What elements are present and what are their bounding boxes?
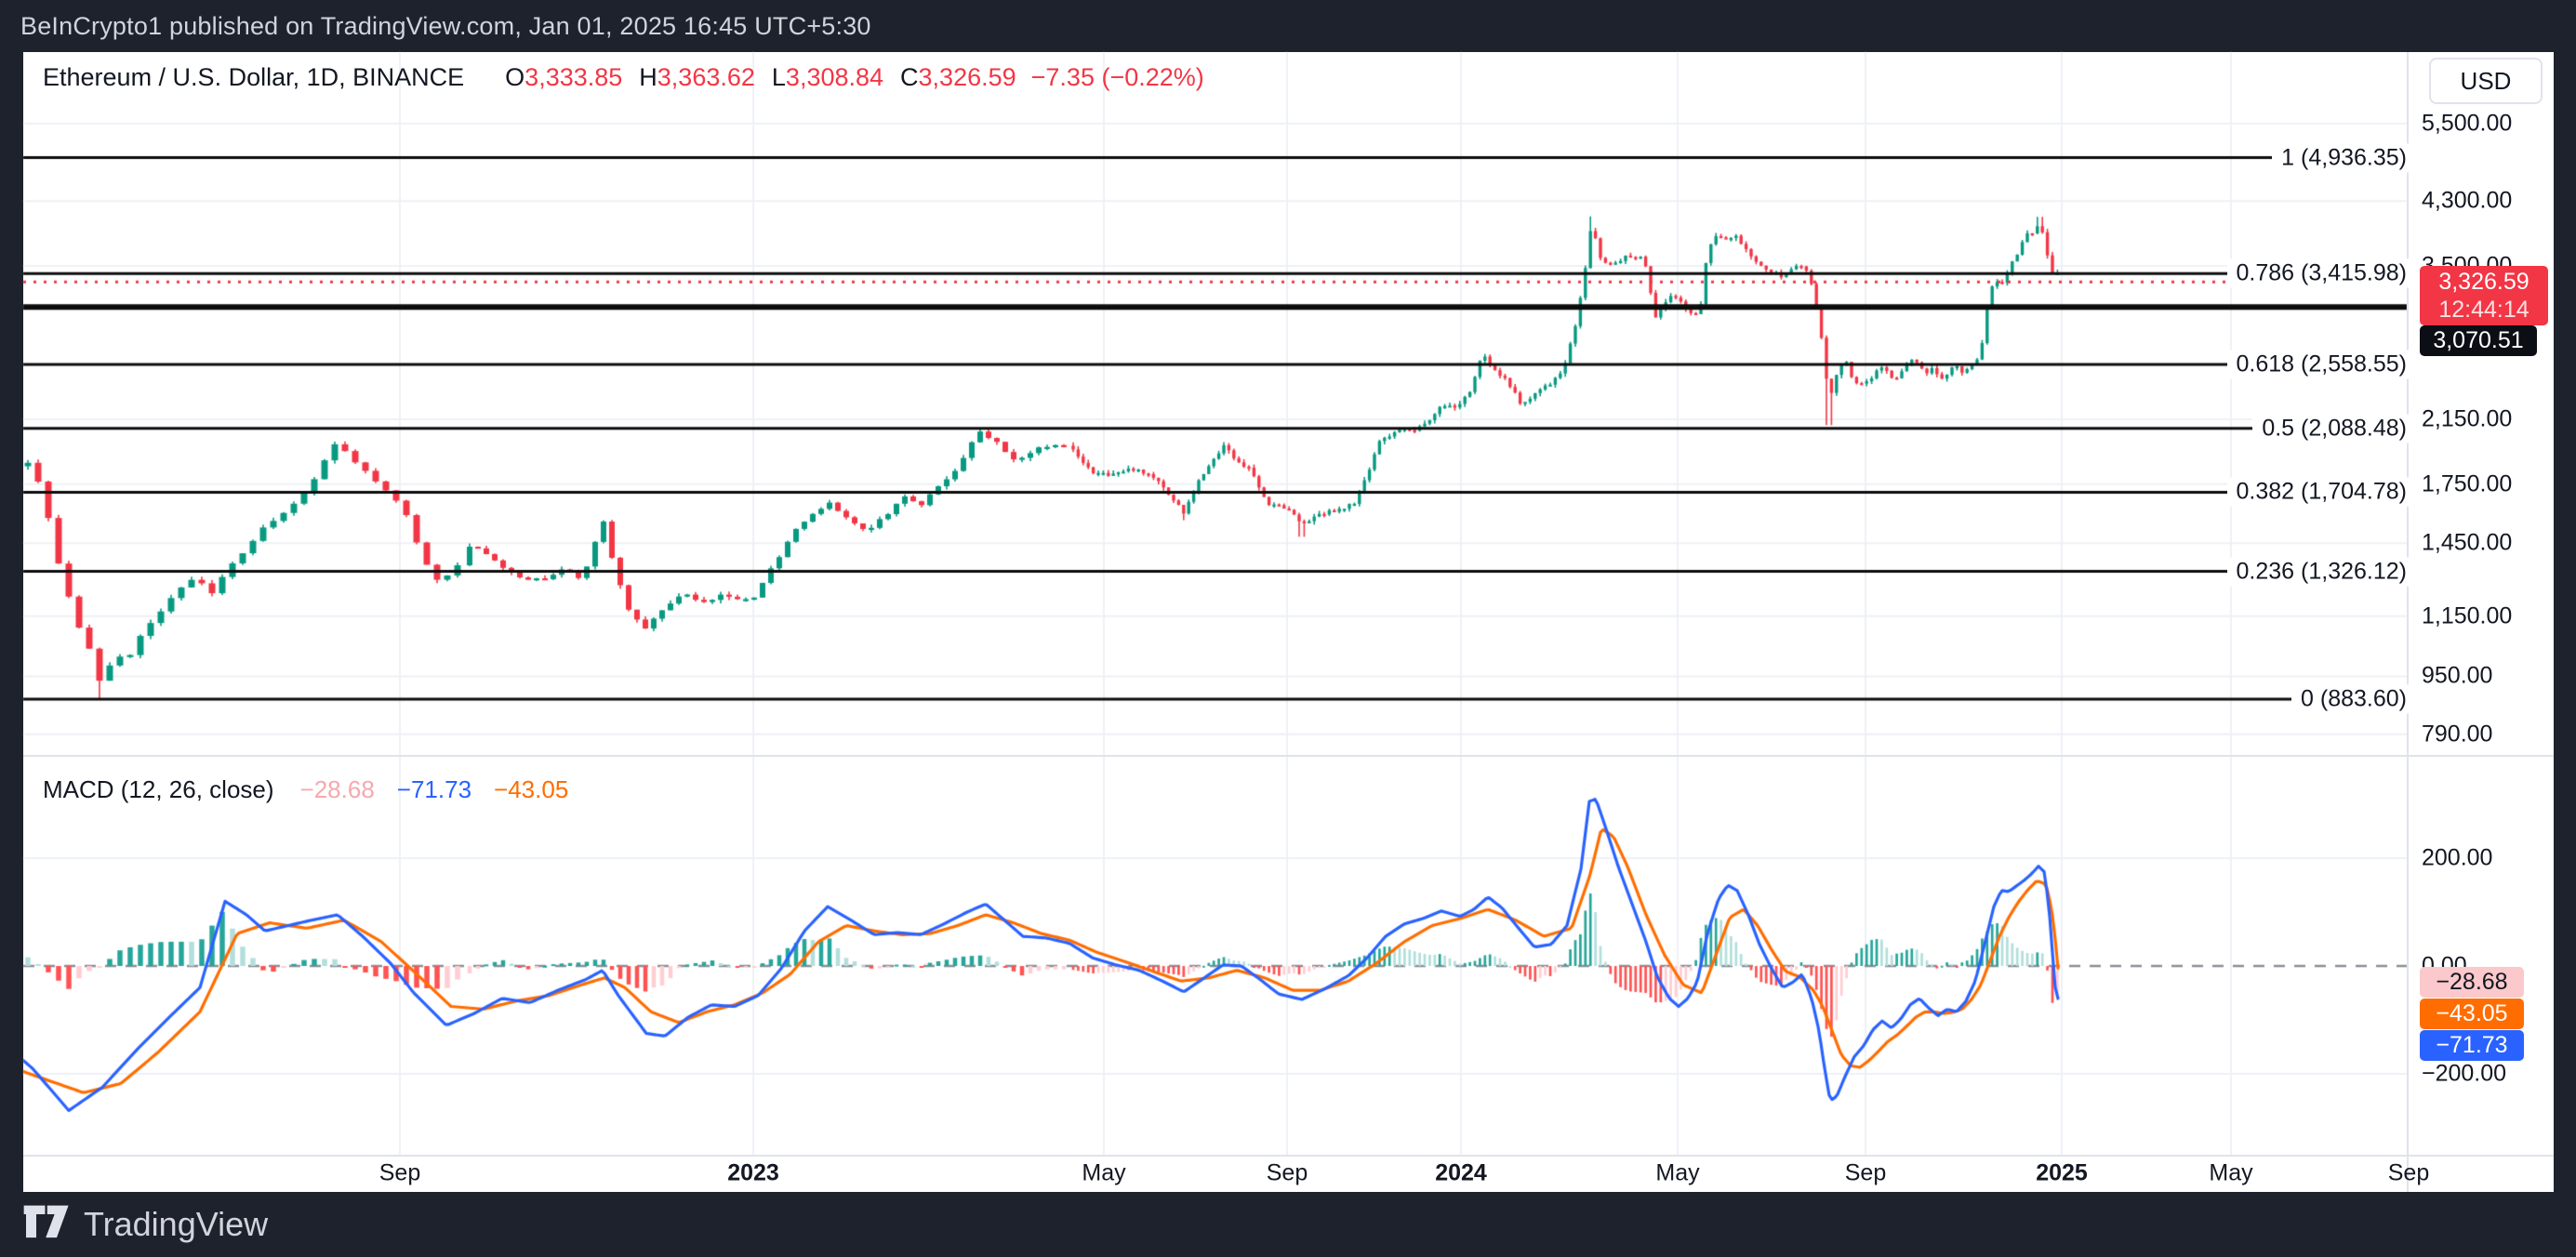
price-axis-tick-label: 950.00 bbox=[2422, 662, 2493, 689]
macd-signal-badge: −43.05 bbox=[2420, 998, 2524, 1029]
symbol-header: Ethereum / U.S. Dollar, 1D, BINANCE O 3,3… bbox=[43, 63, 1204, 92]
ohlc-value: 3,326.59 bbox=[918, 63, 1016, 91]
macd-hist-badge: −28.68 bbox=[2420, 966, 2524, 998]
time-axis-tick-label: 2023 bbox=[727, 1159, 779, 1186]
last-price-value: 3,326.59 bbox=[2438, 269, 2530, 296]
price-axis-tick-label: 1,450.00 bbox=[2422, 529, 2513, 556]
macd-title[interactable]: MACD (12, 26, close) bbox=[43, 775, 274, 803]
tradingview-logo[interactable]: TradingView bbox=[22, 1204, 268, 1245]
fib-level-label: 0.236 (1,326.12) bbox=[2226, 557, 2414, 586]
price-axis-divider bbox=[2407, 52, 2409, 1192]
symbol-title[interactable]: Ethereum / U.S. Dollar, 1D, BINANCE bbox=[43, 63, 465, 91]
time-axis-tick-label: Sep bbox=[1844, 1159, 1887, 1186]
fib-level-label: 0 (883.60) bbox=[2291, 684, 2414, 714]
tradingview-logo-icon bbox=[23, 1205, 69, 1238]
ohlc-letter: O bbox=[505, 63, 525, 91]
time-axis-tick-label: Sep bbox=[1266, 1159, 1308, 1186]
countdown-timer: 12:44:14 bbox=[2438, 297, 2530, 324]
price-axis-tick-label: 790.00 bbox=[2422, 721, 2493, 748]
ohlc-letter: L bbox=[771, 63, 786, 91]
ohlc-values: O 3,333.85 H 3,363.62 L 3,308.84 C 3,326.59 bbox=[488, 63, 1016, 92]
fib-level-label: 0.382 (1,704.78) bbox=[2226, 477, 2414, 507]
time-axis-tick-label: May bbox=[1655, 1159, 1700, 1186]
pane-divider[interactable] bbox=[23, 755, 2554, 757]
price-axis-tick-label: 2,150.00 bbox=[2422, 405, 2513, 432]
price-axis-tick-label: 4,300.00 bbox=[2422, 187, 2513, 214]
ohlc-letter: H bbox=[639, 63, 657, 91]
time-axis-tick-label: May bbox=[2209, 1159, 2253, 1186]
price-axis-tick-label: 1,150.00 bbox=[2422, 602, 2513, 629]
fib-level-label: 1 (4,936.35) bbox=[2272, 143, 2414, 173]
macd-line-badge: −71.73 bbox=[2420, 1029, 2524, 1061]
support-price-badge: 3,070.51 bbox=[2420, 325, 2537, 357]
time-axis-divider bbox=[23, 1155, 2554, 1157]
macd-axis-tick-label: 200.00 bbox=[2422, 844, 2493, 871]
time-axis-tick-label: 2024 bbox=[1435, 1159, 1487, 1186]
currency-button[interactable]: USD bbox=[2429, 58, 2543, 104]
tradingview-logo-text: TradingView bbox=[84, 1205, 269, 1243]
time-axis-tick-label: Sep bbox=[2387, 1159, 2430, 1186]
macd-signal-value: −43.05 bbox=[494, 775, 569, 803]
last-price-badge: 3,326.59 12:44:14 bbox=[2420, 266, 2548, 326]
macd-axis-tick-label: −200.00 bbox=[2422, 1060, 2507, 1087]
bottom-bar: TradingView bbox=[0, 1192, 2576, 1257]
macd-hist-value: −28.68 bbox=[299, 775, 375, 803]
ohlc-letter: C bbox=[900, 63, 919, 91]
price-axis-tick-label: 5,500.00 bbox=[2422, 110, 2513, 137]
time-axis-tick-label: 2025 bbox=[2036, 1159, 2088, 1186]
ohlc-value: 3,308.84 bbox=[785, 63, 884, 91]
fib-level-label: 0.5 (2,088.48) bbox=[2252, 414, 2414, 443]
fib-level-label: 0.618 (2,558.55) bbox=[2226, 350, 2414, 379]
change-value: −7.35 (−0.22%) bbox=[1030, 63, 1204, 91]
ohlc-value: 3,333.85 bbox=[524, 63, 623, 91]
ohlc-value: 3,363.62 bbox=[657, 63, 755, 91]
macd-indicator-header: MACD (12, 26, close) −28.68 −71.73 −43.0… bbox=[43, 775, 568, 804]
fib-level-label: 0.786 (3,415.98) bbox=[2226, 258, 2414, 288]
macd-line-value: −71.73 bbox=[396, 775, 472, 803]
time-axis-tick-label: Sep bbox=[378, 1159, 421, 1186]
time-axis-tick-label: May bbox=[1082, 1159, 1126, 1186]
price-axis-tick-label: 1,750.00 bbox=[2422, 470, 2513, 497]
